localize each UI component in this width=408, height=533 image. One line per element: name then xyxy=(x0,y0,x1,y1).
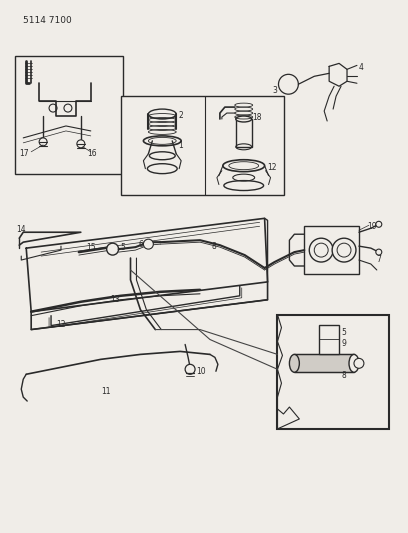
Text: 8: 8 xyxy=(212,242,217,251)
Bar xyxy=(23,83,108,138)
Text: 13: 13 xyxy=(111,295,120,304)
Text: 14: 14 xyxy=(16,225,26,235)
Circle shape xyxy=(279,74,298,94)
Text: 17: 17 xyxy=(19,149,29,158)
Text: 5: 5 xyxy=(121,243,125,252)
Circle shape xyxy=(376,221,382,227)
Ellipse shape xyxy=(289,354,299,372)
Circle shape xyxy=(39,138,47,146)
Circle shape xyxy=(376,249,382,255)
Ellipse shape xyxy=(349,354,359,372)
Text: 1: 1 xyxy=(178,141,183,150)
Text: 6: 6 xyxy=(138,240,143,249)
Text: 10: 10 xyxy=(196,367,206,376)
Circle shape xyxy=(185,365,195,374)
Ellipse shape xyxy=(236,116,252,122)
Text: 19: 19 xyxy=(367,222,377,231)
Bar xyxy=(236,119,252,147)
Circle shape xyxy=(144,239,153,249)
Bar xyxy=(277,314,389,429)
Circle shape xyxy=(332,238,356,262)
Ellipse shape xyxy=(149,109,176,119)
Bar xyxy=(304,227,359,274)
Bar xyxy=(121,96,284,196)
Text: 12: 12 xyxy=(268,163,277,172)
Text: 9: 9 xyxy=(341,340,346,349)
Text: 15: 15 xyxy=(86,243,95,252)
Bar xyxy=(15,56,122,174)
Text: 12: 12 xyxy=(56,320,66,329)
Bar xyxy=(295,354,354,372)
Text: 3: 3 xyxy=(273,86,277,95)
Circle shape xyxy=(106,243,119,255)
Text: 8: 8 xyxy=(341,372,346,380)
Text: 11: 11 xyxy=(101,387,110,396)
Text: 5: 5 xyxy=(341,328,346,336)
Text: 16: 16 xyxy=(87,149,96,158)
Text: 7: 7 xyxy=(377,255,382,264)
Circle shape xyxy=(77,140,85,148)
Text: 2: 2 xyxy=(178,111,183,120)
Text: 4: 4 xyxy=(359,63,364,72)
Circle shape xyxy=(309,238,333,262)
Text: 5114 7100: 5114 7100 xyxy=(23,15,72,25)
Bar xyxy=(319,325,339,354)
Text: 18: 18 xyxy=(253,113,262,122)
Circle shape xyxy=(354,358,364,368)
